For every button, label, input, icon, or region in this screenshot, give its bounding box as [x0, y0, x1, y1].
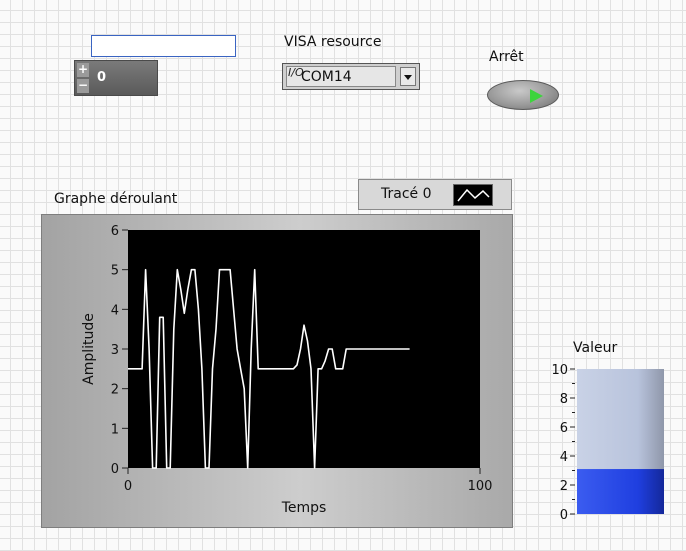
legend-label: Tracé 0 — [381, 186, 432, 202]
y-tick-label: 0 — [111, 462, 119, 477]
tank-tick-label: 10 — [551, 363, 568, 378]
plot-style-icon[interactable] — [453, 184, 493, 206]
io-icon: I/O — [288, 66, 304, 79]
numeric-value[interactable]: 0 — [97, 70, 107, 85]
chevron-down-icon — [404, 75, 412, 80]
x-tick-label: 100 — [468, 479, 493, 494]
waveform-chart[interactable]: 0 1 2 3 4 5 6 0 100 Temps Amplitude — [41, 214, 513, 528]
numeric-control[interactable]: + − 0 — [74, 60, 158, 96]
y-tick-label: 3 — [111, 343, 119, 358]
y-tick-label: 4 — [111, 303, 119, 318]
visa-dropdown-button[interactable] — [400, 67, 416, 86]
stop-button[interactable] — [487, 80, 559, 110]
string-input[interactable] — [91, 35, 236, 57]
y-tick-label: 1 — [111, 422, 119, 437]
tank-indicator: 0 2 4 6 8 10 — [523, 355, 666, 523]
series-line — [128, 268, 410, 469]
tank-tick-label: 2 — [560, 479, 568, 494]
chart-plot-area[interactable]: 0 1 2 3 4 5 6 0 100 Temps Amplitude — [42, 215, 512, 527]
increment-button[interactable]: + — [77, 62, 89, 77]
plot-legend[interactable]: Tracé 0 — [358, 179, 512, 210]
y-tick-label: 2 — [111, 383, 119, 398]
stop-led-icon — [530, 89, 543, 103]
y-tick-label: 5 — [111, 264, 119, 279]
visa-resource-label: VISA resource — [284, 34, 382, 50]
decrement-button[interactable]: − — [77, 78, 89, 93]
y-tick-label: 6 — [111, 224, 119, 239]
tank-tick-label: 8 — [560, 392, 568, 407]
visa-resource-field[interactable]: I/O COM14 — [286, 66, 396, 87]
tank-tick-label: 6 — [560, 421, 568, 436]
visa-resource-value: COM14 — [301, 69, 352, 85]
x-axis-label: Temps — [281, 500, 327, 516]
tank-tick-label: 0 — [560, 508, 568, 522]
y-axis-label: Amplitude — [81, 313, 97, 385]
tank-label: Valeur — [573, 340, 618, 356]
tank-fill-level — [577, 469, 664, 514]
chart-title: Graphe déroulant — [54, 191, 178, 207]
visa-resource-control[interactable]: I/O COM14 — [282, 63, 420, 90]
tank-tick-label: 4 — [560, 450, 568, 465]
x-tick-label: 0 — [124, 479, 132, 494]
stop-button-label: Arrêt — [489, 49, 524, 65]
plot-background — [128, 230, 480, 468]
